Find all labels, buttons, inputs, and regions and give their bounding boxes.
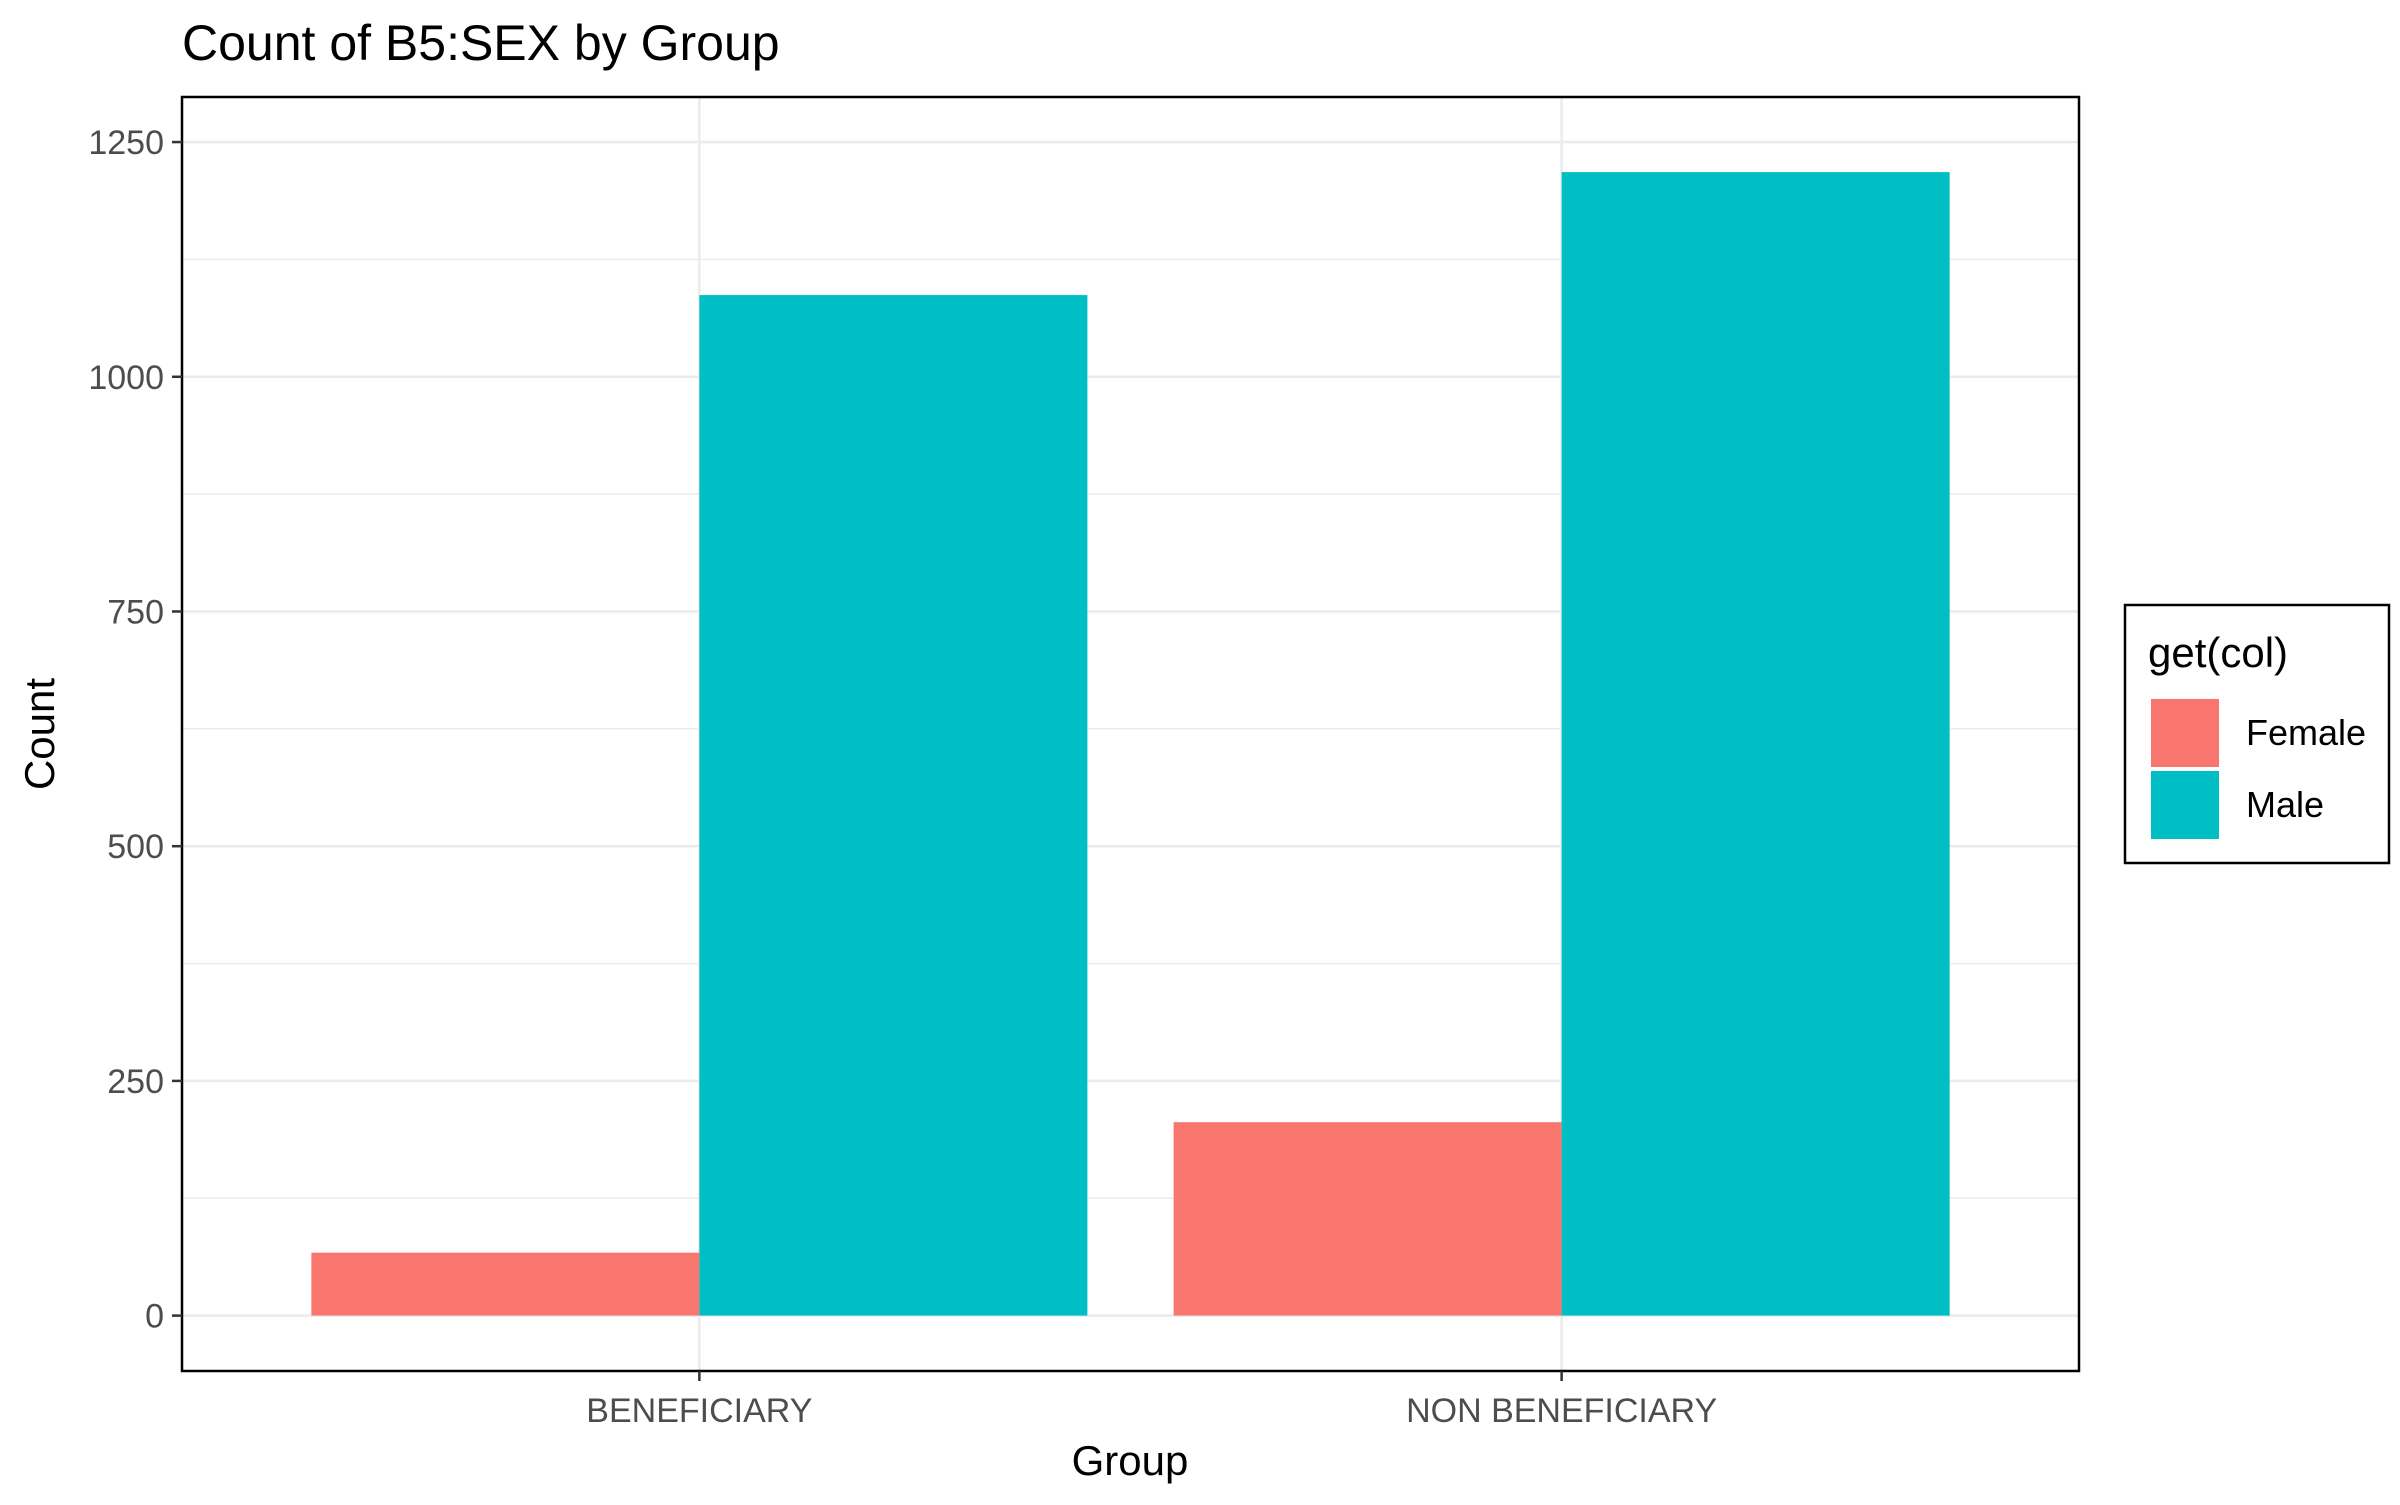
x-axis: BENEFICIARY NON BENEFICIARY xyxy=(586,1371,1717,1430)
plot-panel-border xyxy=(180,95,2081,1373)
legend-label-male: Male xyxy=(2246,784,2324,825)
bar-male xyxy=(699,295,1088,1316)
legend-items: Female Male xyxy=(2151,699,2366,839)
x-tick-label: NON BENEFICIARY xyxy=(1406,1392,1717,1430)
legend-key-male xyxy=(2151,771,2219,839)
y-tick-label: 750 xyxy=(107,593,164,631)
x-tick-label: BENEFICIARY xyxy=(586,1392,812,1430)
y-axis-title: Count xyxy=(16,678,63,790)
legend-label-female: Female xyxy=(2246,712,2366,753)
legend-title: get(col) xyxy=(2148,629,2288,676)
legend-key-female xyxy=(2151,699,2219,767)
y-tick-label: 0 xyxy=(145,1298,164,1336)
y-axis: 0 250 500 750 1000 1250 xyxy=(88,124,182,1336)
bar-male xyxy=(1561,172,1950,1316)
y-tick-label: 1000 xyxy=(88,359,164,397)
bars xyxy=(311,172,1950,1316)
y-tick-label: 1250 xyxy=(88,124,164,162)
chart-title: Count of B5:SEX by Group xyxy=(182,15,780,71)
y-tick-label: 250 xyxy=(107,1063,164,1101)
bar-female xyxy=(311,1252,700,1316)
legend: get(col) Female Male xyxy=(2123,603,2391,865)
x-axis-title: Group xyxy=(1072,1437,1189,1484)
y-tick-label: 500 xyxy=(107,828,164,866)
bar-female xyxy=(1173,1122,1562,1316)
